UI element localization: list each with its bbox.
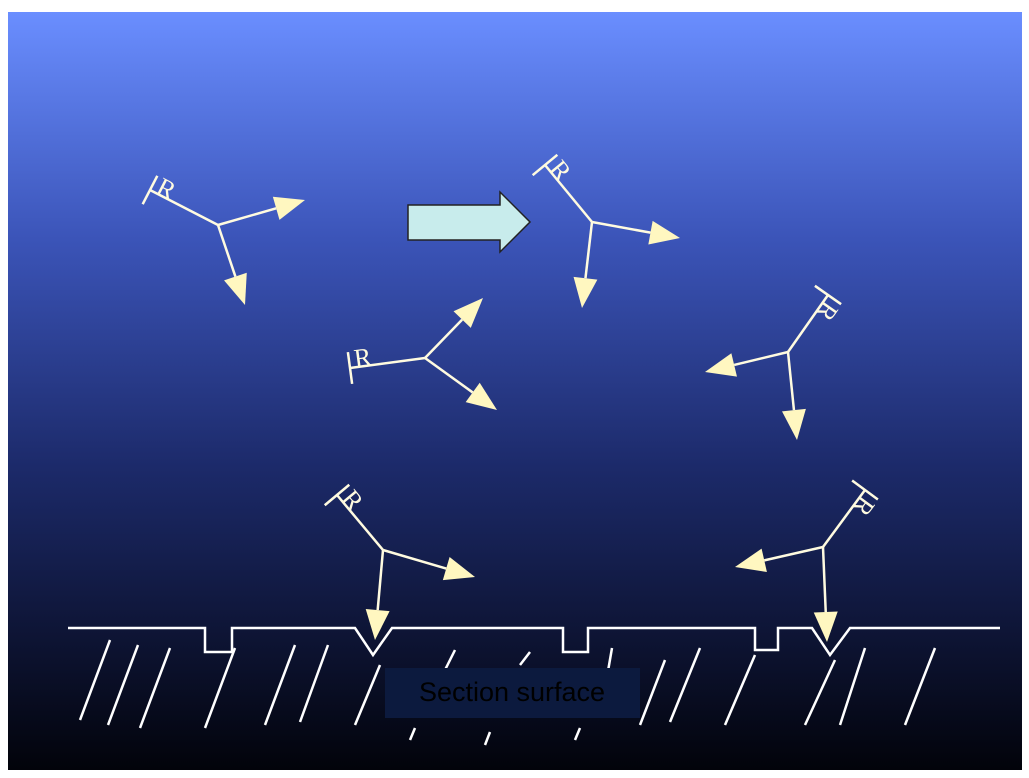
hatch-line (138, 647, 172, 729)
hatch-line (106, 644, 140, 726)
hatch-line (483, 731, 492, 746)
arrow-shaft (376, 549, 385, 611)
arrow-shaft (216, 224, 237, 277)
arrow-head (705, 353, 737, 377)
arrow-head (782, 408, 806, 440)
arrow-shaft (733, 350, 789, 367)
hatch-line (298, 644, 330, 723)
hatch-line (838, 647, 867, 726)
background (8, 12, 1022, 770)
arrow-shaft (424, 356, 474, 394)
arrow-shaft (786, 351, 796, 411)
hatch-line (803, 659, 837, 726)
arrow-shaft (424, 318, 464, 359)
arrow-shaft (763, 545, 824, 562)
arrow-head (813, 611, 838, 642)
surface-line (68, 626, 1000, 658)
arrow-shaft (584, 221, 594, 279)
surface (68, 626, 1000, 746)
surface-label: Section surface (419, 677, 605, 707)
label-box (385, 668, 640, 718)
arrow-head (648, 220, 680, 245)
crossbar (141, 175, 159, 205)
arrow-head (735, 548, 767, 573)
hatch-line (573, 727, 582, 741)
crossbar (814, 284, 842, 306)
arrow-head (365, 609, 390, 640)
symbol-label: R (352, 342, 374, 373)
stem (544, 164, 593, 223)
stem (349, 356, 426, 370)
crossbar (531, 153, 559, 177)
stylus-symbol: R (346, 298, 497, 410)
stem (336, 494, 384, 551)
block-arrow (407, 190, 532, 254)
arrow-head (573, 276, 598, 308)
arrow-shaft (591, 220, 651, 234)
hatch-line (903, 647, 937, 726)
crossbar (323, 483, 351, 507)
arrow-head (224, 272, 247, 305)
hatch-line (668, 647, 702, 723)
hatch-line (408, 727, 417, 741)
stem (786, 294, 830, 353)
arrow-shaft (217, 207, 277, 227)
arrow-head (272, 196, 305, 220)
hatch-line (723, 654, 757, 726)
hatch-line (519, 651, 531, 666)
stem (821, 489, 867, 548)
stylus-symbol: R (705, 284, 844, 440)
stem (149, 188, 219, 227)
hatch-line (78, 639, 112, 721)
hatch-line (353, 664, 382, 726)
hatch-line (203, 647, 237, 729)
arrow-head (442, 557, 475, 581)
hatch-line (263, 644, 297, 726)
crossbar (346, 351, 354, 385)
crossbar (851, 479, 879, 501)
arrow-shaft (821, 546, 827, 613)
arrow-shaft (382, 548, 447, 570)
arrow-head (465, 382, 497, 410)
hatch-line (638, 659, 667, 726)
arrow-head (453, 298, 483, 328)
